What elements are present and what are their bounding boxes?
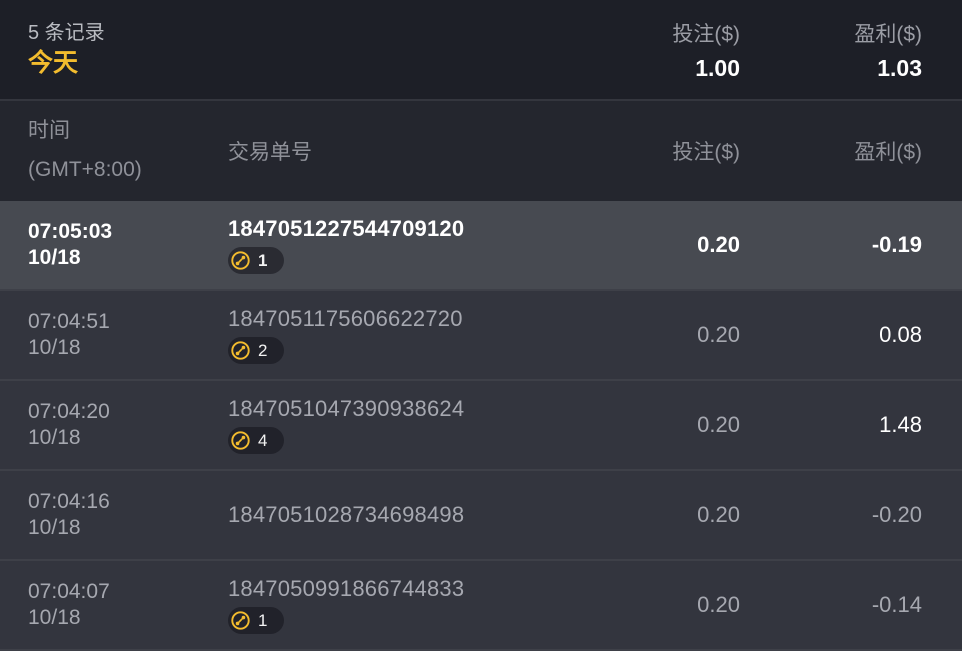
total-bet-label: 投注($) xyxy=(672,22,740,46)
bet-count-value: 1 xyxy=(258,250,268,270)
row-date: 10/18 xyxy=(28,246,81,269)
bet-count-badge[interactable]: 1 xyxy=(228,247,285,274)
row-profit-value: -0.14 xyxy=(871,592,922,617)
row-order-cell: 1847051227544709120 1 xyxy=(228,216,570,274)
bet-count-value: 2 xyxy=(258,340,268,360)
bet-count-badge[interactable]: 4 xyxy=(228,427,285,454)
table-header: 时间 (GMT+8:00) 交易单号 投注($) 盈利($) xyxy=(0,101,962,201)
table-row[interactable]: 07:04:20 10/18 1847051047390938624 4 0.2… xyxy=(0,381,962,469)
total-profit-stat: 盈利($) 1.03 xyxy=(740,18,922,82)
row-time: 07:04:20 xyxy=(28,399,110,423)
row-profit-value: -0.20 xyxy=(871,502,922,527)
order-id: 1847051227544709120 xyxy=(228,216,465,241)
bet-count-badge[interactable]: 1 xyxy=(228,607,285,634)
coin-arrows-icon xyxy=(231,341,250,360)
table-row[interactable]: 07:04:51 10/18 1847051175606622720 2 0.2… xyxy=(0,291,962,379)
bet-count-value: 4 xyxy=(258,430,268,450)
order-id: 1847051028734698498 xyxy=(228,502,465,527)
bet-count-value: 1 xyxy=(258,610,268,630)
period-filter-today[interactable]: 今天 xyxy=(28,48,79,77)
table-body: 07:05:03 10/18 1847051227544709120 1 0.2… xyxy=(0,201,962,651)
records-count: 5 条记录 xyxy=(28,21,105,44)
row-profit-value: 1.48 xyxy=(879,412,922,437)
time-header-label: 时间 xyxy=(28,119,70,143)
timezone-label: (GMT+8:00) xyxy=(28,158,142,181)
row-date: 10/18 xyxy=(28,426,81,449)
row-time-cell: 07:04:51 10/18 xyxy=(28,309,228,362)
table-row[interactable]: 07:05:03 10/18 1847051227544709120 1 0.2… xyxy=(0,201,962,289)
bet-count-badge[interactable]: 2 xyxy=(228,337,285,364)
column-header-bet: 投注($) xyxy=(672,141,740,164)
row-order-cell: 1847051175606622720 2 xyxy=(228,306,570,364)
total-profit-value: 1.03 xyxy=(877,54,922,81)
row-profit-value: -0.19 xyxy=(871,232,922,257)
table-row[interactable]: 07:04:16 10/18 1847051028734698498 0.20 … xyxy=(0,471,962,559)
row-time: 07:04:16 xyxy=(28,489,110,513)
row-time-cell: 07:04:07 10/18 xyxy=(28,579,228,632)
row-time: 07:04:51 xyxy=(28,309,110,333)
row-time-cell: 07:04:16 10/18 xyxy=(28,489,228,542)
coin-arrows-icon xyxy=(231,251,250,270)
row-time-cell: 07:05:03 10/18 xyxy=(28,219,228,272)
column-header-time: 时间 (GMT+8:00) xyxy=(28,112,228,190)
row-time: 07:04:07 xyxy=(28,579,110,603)
coin-arrows-icon xyxy=(231,431,250,450)
row-order-cell: 1847050991866744833 1 xyxy=(228,576,570,634)
row-bet-value: 0.20 xyxy=(697,232,740,257)
total-profit-label: 盈利($) xyxy=(854,22,922,46)
order-id: 1847050991866744833 xyxy=(228,576,465,601)
summary-bar: 5 条记录 今天 投注($) 1.00 盈利($) 1.03 xyxy=(0,0,962,101)
order-id: 1847051175606622720 xyxy=(228,306,463,331)
total-bet-stat: 投注($) 1.00 xyxy=(570,18,740,82)
total-bet-value: 1.00 xyxy=(695,54,740,81)
row-time-cell: 07:04:20 10/18 xyxy=(28,399,228,452)
row-date: 10/18 xyxy=(28,336,81,359)
order-id: 1847051047390938624 xyxy=(228,396,465,421)
table-row[interactable]: 07:04:07 10/18 1847050991866744833 1 0.2… xyxy=(0,561,962,649)
column-header-profit: 盈利($) xyxy=(854,141,922,164)
row-date: 10/18 xyxy=(28,606,81,629)
summary-left: 5 条记录 今天 xyxy=(28,20,570,80)
row-profit-value: 0.08 xyxy=(879,322,922,347)
coin-arrows-icon xyxy=(231,611,250,630)
row-bet-value: 0.20 xyxy=(697,412,740,437)
row-time: 07:05:03 xyxy=(28,219,113,243)
row-order-cell: 1847051047390938624 4 xyxy=(228,396,570,454)
column-header-order: 交易单号 xyxy=(228,141,312,164)
row-bet-value: 0.20 xyxy=(697,592,740,617)
row-bet-value: 0.20 xyxy=(697,322,740,347)
row-bet-value: 0.20 xyxy=(697,502,740,527)
row-order-cell: 1847051028734698498 xyxy=(228,502,570,528)
row-date: 10/18 xyxy=(28,516,81,539)
